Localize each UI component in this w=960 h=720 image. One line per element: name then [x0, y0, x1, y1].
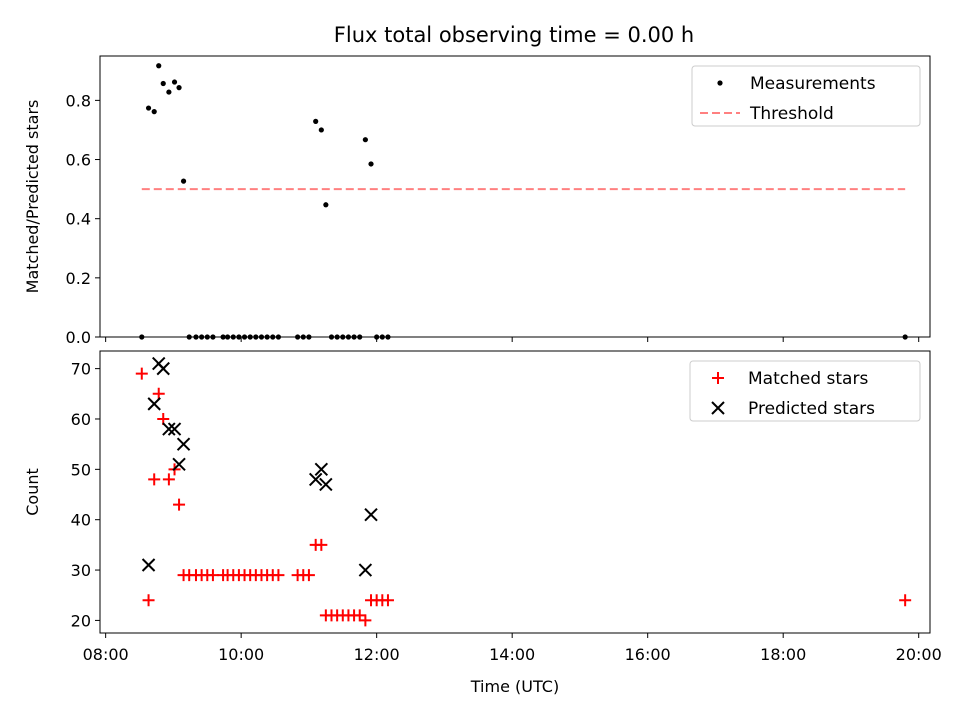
measurement-point	[160, 80, 166, 87]
y-tick-label: 40	[71, 511, 91, 530]
predicted-stars-point	[167, 422, 182, 436]
measurement-point	[145, 105, 152, 111]
matched-stars-point	[152, 387, 165, 400]
y-tick-label: 20	[71, 611, 91, 630]
matched-stars-point	[381, 594, 394, 607]
y-tick-label: 0.6	[66, 151, 91, 170]
matched-stars-point	[148, 473, 161, 486]
y-tick-label: 0.0	[66, 328, 91, 347]
x-tick-label: 10:00	[218, 645, 264, 664]
x-tick-label: 18:00	[760, 645, 806, 664]
legend-box	[691, 65, 921, 127]
y-tick-label: 30	[71, 561, 91, 580]
matched-stars-point	[173, 498, 186, 511]
measurement-point	[313, 118, 319, 124]
y-axis-label: Count	[23, 468, 42, 516]
axes-frame	[99, 55, 931, 338]
x-tick-label: 08:00	[83, 645, 129, 664]
top-panel: 0.0 0.2 0.4 0.6 0.8 Matched/Predicted stars Me…	[23, 55, 931, 347]
matched-stars-point	[353, 609, 366, 622]
measurement-point	[318, 127, 324, 133]
measurement-point	[176, 85, 182, 91]
predicted-stars-point	[308, 472, 323, 487]
predicted-stars-point	[147, 397, 161, 411]
legend: Matched stars Predicted stars	[689, 360, 921, 422]
legend: Measurements Threshold	[691, 65, 921, 127]
measurement-point	[362, 137, 368, 143]
legend-marker-dot	[717, 80, 723, 86]
x-tick-label: 14:00	[489, 645, 535, 664]
y-axis-label: Matched/Predicted stars	[23, 100, 42, 294]
matched-stars-point	[206, 569, 219, 582]
predicted-stars-point	[319, 477, 333, 492]
x-axis-label: Time (UTC)	[470, 677, 559, 696]
measurement-point	[368, 161, 374, 167]
legend-label: Predicted stars	[748, 399, 875, 419]
predicted-stars-point	[176, 437, 191, 451]
predicted-stars-point	[358, 563, 373, 577]
legend-label: Measurements	[750, 74, 876, 94]
figure-title: Flux total observing time = 0.00 h	[334, 23, 694, 47]
predicted-stars-point	[172, 457, 186, 472]
predicted-stars-point	[156, 361, 170, 376]
x-tick-label: 16:00	[625, 645, 671, 664]
y-tick-label: 0.8	[66, 91, 91, 110]
measurement-point	[171, 79, 178, 85]
x-tick-label: 20:00	[896, 645, 942, 664]
predicted-stars-point	[141, 558, 156, 572]
matched-stars-point	[142, 594, 155, 607]
legend-marker-x	[711, 401, 725, 415]
legend-label: Matched stars	[748, 369, 868, 389]
measurement-point	[166, 89, 172, 95]
predicted-stars-point	[364, 507, 378, 522]
measurement-point	[180, 178, 187, 184]
y-tick-label: 0.4	[66, 210, 91, 229]
predicted-stars-point	[162, 422, 176, 436]
matched-stars-point	[272, 569, 285, 582]
measurement-point	[156, 63, 162, 69]
y-tick-label: 70	[71, 360, 91, 379]
measurement-point	[323, 202, 329, 208]
axes-frame	[99, 350, 931, 634]
y-tick-label: 0.2	[66, 269, 91, 288]
matched-stars-point	[359, 614, 372, 627]
matched-stars-point	[315, 538, 328, 551]
legend-box	[689, 360, 921, 422]
matched-stars-point	[135, 367, 148, 380]
predicted-stars-point	[314, 462, 329, 477]
bottom-panel: 20 30 40 50 60 70 08:00 10:00 12:00 14:00 16:00 18:…	[23, 350, 942, 696]
legend-label: Threshold	[749, 104, 834, 124]
matched-stars-point	[302, 569, 315, 582]
measurement-point	[151, 109, 157, 115]
plot-area	[135, 356, 912, 627]
x-tick-label: 12:00	[354, 645, 400, 664]
matched-stars-point	[899, 594, 912, 607]
legend-marker-plus	[712, 372, 724, 384]
matched-stars-point	[162, 473, 175, 486]
y-tick-label: 50	[71, 460, 91, 479]
y-tick-label: 60	[71, 410, 91, 429]
